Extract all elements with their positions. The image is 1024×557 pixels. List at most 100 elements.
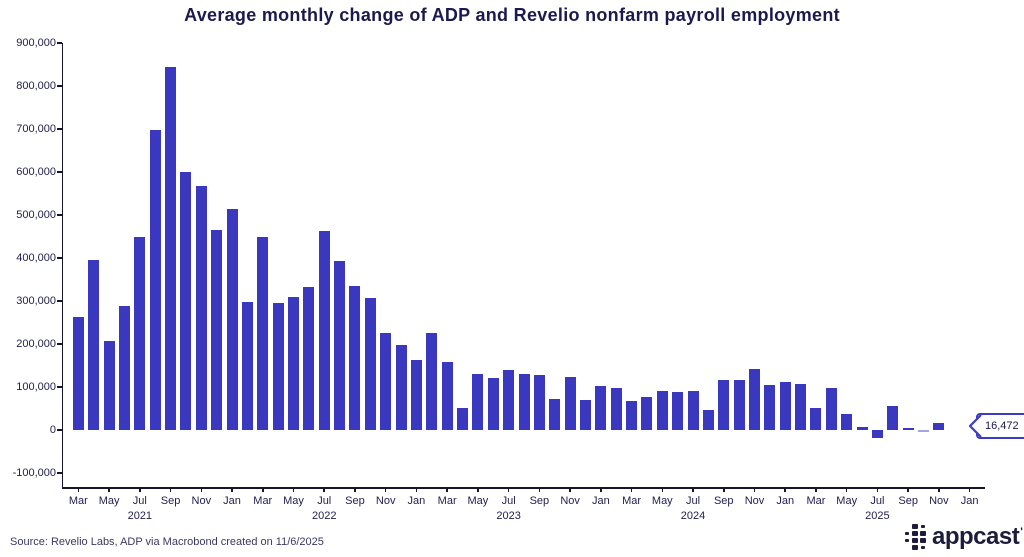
- bar: [672, 391, 684, 431]
- x-tick-label: Jul: [132, 495, 147, 507]
- x-tick-label: Nov: [744, 495, 765, 507]
- source-note: Source: Revelio Labs, ADP via Macrobond …: [10, 536, 324, 548]
- bar: [349, 285, 361, 431]
- bar: [610, 388, 622, 431]
- bar: [303, 286, 315, 431]
- x-tick-label: Sep: [345, 495, 365, 507]
- x-axis-tick: [200, 487, 203, 492]
- bar: [687, 391, 699, 431]
- y-axis-tick: [56, 343, 62, 345]
- bar: [395, 344, 407, 431]
- x-tick-label: Sep: [529, 495, 550, 507]
- bar: [72, 317, 84, 431]
- x-axis-tick: [723, 487, 725, 492]
- x-tick-label: May: [98, 495, 120, 507]
- year-label: 2024: [680, 510, 706, 522]
- bar: [764, 385, 776, 431]
- bar: [318, 231, 330, 431]
- x-axis-tick: [630, 487, 633, 492]
- x-axis-tick: [446, 487, 448, 492]
- x-tick-label: May: [467, 495, 489, 507]
- x-axis-tick: [292, 487, 295, 492]
- x-tick-label: Jan: [591, 495, 610, 507]
- plot-area: 900,000 800,000 700,000 600,000 500,000 400,0…: [13, 37, 985, 522]
- bar: [779, 382, 791, 431]
- bar: [810, 407, 822, 431]
- bar: [149, 130, 161, 431]
- year-label: 2025: [865, 510, 890, 522]
- bar: [641, 397, 653, 431]
- x-axis-tick: [231, 487, 233, 492]
- bar: [241, 302, 253, 431]
- x-tick-label: Mar: [253, 495, 273, 507]
- bar: [334, 260, 346, 431]
- y-tick-label: 0: [49, 424, 56, 437]
- bar: [503, 369, 515, 431]
- bar: [733, 380, 745, 431]
- x-tick-label: Jan: [960, 495, 979, 507]
- x-tick-label: Sep: [898, 495, 918, 507]
- bar: [749, 369, 760, 431]
- bar: [288, 296, 299, 431]
- bar: [825, 387, 837, 431]
- y-axis-line: [61, 43, 63, 487]
- bar: [457, 407, 469, 431]
- bar: [211, 229, 223, 431]
- x-tick-label: Nov: [375, 495, 396, 507]
- x-axis-tick: [815, 487, 817, 492]
- bar: [718, 379, 730, 431]
- y-tick-label: 400,000: [16, 252, 56, 265]
- y-tick-label: 900,000: [16, 37, 56, 49]
- x-tick-label: Mar: [622, 495, 642, 507]
- y-axis-tick: [56, 85, 62, 87]
- bar: [441, 362, 453, 431]
- x-axis-tick: [323, 487, 325, 492]
- bar: [410, 359, 422, 431]
- bar: [226, 208, 238, 431]
- x-axis-tick: [876, 487, 879, 492]
- x-axis-tick: [108, 487, 110, 492]
- x-axis-tick: [169, 487, 172, 492]
- x-tick-label: Mar: [68, 495, 88, 507]
- bar: [841, 413, 853, 431]
- x-tick-label: Sep: [713, 495, 734, 507]
- y-axis-tick: [56, 429, 62, 431]
- x-axis-tick: [784, 487, 786, 492]
- x-tick-label: May: [651, 495, 673, 507]
- x-axis-tick: [384, 487, 387, 492]
- callout-arrow-left-icon: [968, 414, 982, 438]
- callout-value: 16,472: [985, 420, 1019, 432]
- y-tick-label: 500,000: [16, 209, 56, 222]
- y-axis-tick: [56, 171, 62, 173]
- x-axis-tick: [477, 487, 479, 492]
- x-axis-tick: [968, 487, 971, 492]
- x-tick-label: Sep: [160, 495, 181, 507]
- bar: [656, 391, 668, 431]
- bar: [795, 383, 807, 431]
- bar: [902, 428, 914, 431]
- y-tick-label: -100,000: [12, 467, 56, 480]
- bar: [856, 426, 868, 431]
- x-axis-tick: [262, 487, 264, 492]
- x-axis-tick: [661, 487, 664, 492]
- x-tick-label: Jul: [317, 495, 332, 507]
- x-tick-label: Nov: [929, 495, 949, 507]
- bar: [103, 340, 115, 431]
- year-label: 2022: [311, 510, 337, 522]
- x-tick-label: Jul: [686, 495, 701, 507]
- x-axis-tick: [507, 487, 510, 492]
- bar: [564, 376, 576, 431]
- bar: [364, 297, 376, 431]
- bar: [118, 306, 130, 431]
- bar: [626, 400, 638, 431]
- bar: [134, 236, 146, 431]
- x-tick-label: Jul: [870, 495, 885, 507]
- x-tick-label: Jan: [776, 495, 795, 507]
- appcast-logo-text: appcast': [932, 523, 1023, 550]
- x-tick-label: Mar: [437, 495, 457, 507]
- x-axis-tick: [139, 487, 141, 492]
- y-tick-label: 700,000: [16, 123, 56, 136]
- y-tick-label: 300,000: [16, 295, 56, 308]
- y-tick-label: 200,000: [16, 338, 56, 351]
